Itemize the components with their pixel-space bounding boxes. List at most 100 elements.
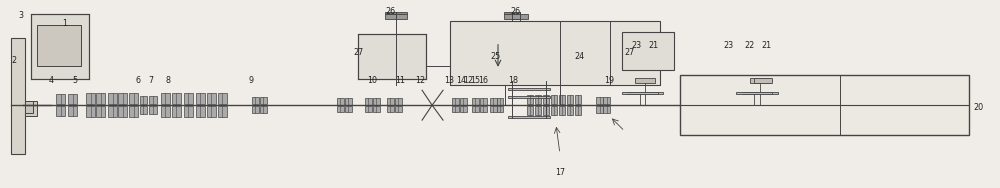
Bar (149, 106, 157, 114)
Bar (172, 106, 181, 117)
Bar (497, 106, 503, 112)
Bar (207, 93, 216, 104)
Text: 12: 12 (415, 77, 425, 85)
Bar (252, 106, 259, 113)
Bar (129, 93, 138, 104)
Bar (480, 98, 487, 105)
Bar (596, 106, 603, 113)
Bar (750, 78, 770, 83)
Bar (345, 98, 352, 105)
Bar (86, 93, 95, 104)
Bar (559, 106, 565, 115)
Bar (622, 32, 674, 70)
Bar (385, 12, 407, 14)
Text: 9: 9 (248, 77, 253, 85)
Text: 26: 26 (385, 7, 395, 16)
Bar (37, 25, 81, 66)
Bar (140, 106, 147, 114)
Bar (596, 97, 603, 105)
Bar (575, 95, 581, 105)
Bar (25, 102, 37, 116)
Bar (490, 98, 497, 105)
Bar (543, 106, 549, 115)
Bar (56, 106, 65, 116)
Text: 3: 3 (19, 11, 24, 20)
Bar (527, 106, 533, 115)
Bar (395, 98, 402, 105)
Bar (118, 93, 127, 104)
Bar (508, 88, 550, 90)
Bar (373, 106, 380, 112)
Bar (11, 38, 25, 154)
Bar (543, 95, 549, 105)
Text: 8: 8 (165, 77, 170, 85)
Text: 12: 12 (463, 77, 473, 85)
Bar (337, 106, 344, 112)
Text: 5: 5 (73, 77, 78, 85)
Bar (387, 98, 394, 105)
Text: 16: 16 (478, 77, 488, 85)
Bar (365, 106, 372, 112)
Bar (575, 106, 581, 115)
Bar (551, 106, 557, 115)
Bar (196, 93, 205, 104)
Text: 23: 23 (724, 41, 734, 50)
Bar (108, 93, 117, 104)
Bar (68, 94, 77, 104)
Bar (184, 106, 193, 117)
Bar (460, 106, 467, 112)
Bar (603, 106, 610, 113)
Bar (184, 93, 193, 104)
Text: 10: 10 (367, 77, 377, 85)
Bar (742, 92, 778, 94)
Text: 25: 25 (490, 52, 500, 61)
Bar (108, 106, 117, 117)
Bar (218, 93, 227, 104)
Bar (603, 97, 610, 105)
Bar (365, 98, 372, 105)
Bar (161, 93, 170, 104)
Bar (140, 96, 147, 105)
Bar (490, 106, 497, 112)
Bar (480, 106, 487, 112)
Text: 23: 23 (632, 41, 642, 50)
Bar (504, 14, 520, 19)
Bar (387, 106, 394, 112)
Bar (96, 93, 105, 104)
Bar (472, 98, 479, 105)
Bar (149, 96, 157, 105)
Text: 21: 21 (649, 41, 659, 50)
Bar (527, 95, 533, 105)
Bar (172, 93, 181, 104)
Bar (260, 106, 267, 113)
Bar (196, 106, 205, 117)
Text: 27: 27 (625, 49, 635, 58)
Bar (497, 98, 503, 105)
Text: 4: 4 (49, 77, 54, 85)
Text: 14: 14 (456, 77, 466, 85)
Bar (86, 106, 95, 117)
Bar (508, 116, 550, 118)
Bar (337, 98, 344, 105)
Text: 6: 6 (136, 77, 141, 85)
Text: 2: 2 (12, 56, 17, 65)
Bar (25, 102, 33, 113)
Bar (635, 78, 655, 83)
Bar (452, 106, 459, 112)
Bar (559, 95, 565, 105)
Bar (622, 92, 658, 94)
Bar (252, 97, 259, 105)
Bar (508, 96, 550, 98)
Text: 22: 22 (745, 41, 755, 50)
Bar (31, 14, 89, 79)
Bar (207, 106, 216, 117)
Bar (56, 94, 65, 104)
Bar (129, 106, 138, 117)
Bar (512, 14, 528, 19)
Bar (395, 106, 402, 112)
Text: 1: 1 (63, 19, 68, 28)
Text: 26: 26 (510, 7, 520, 16)
Bar (535, 95, 541, 105)
Bar (96, 106, 105, 117)
Bar (161, 106, 170, 117)
